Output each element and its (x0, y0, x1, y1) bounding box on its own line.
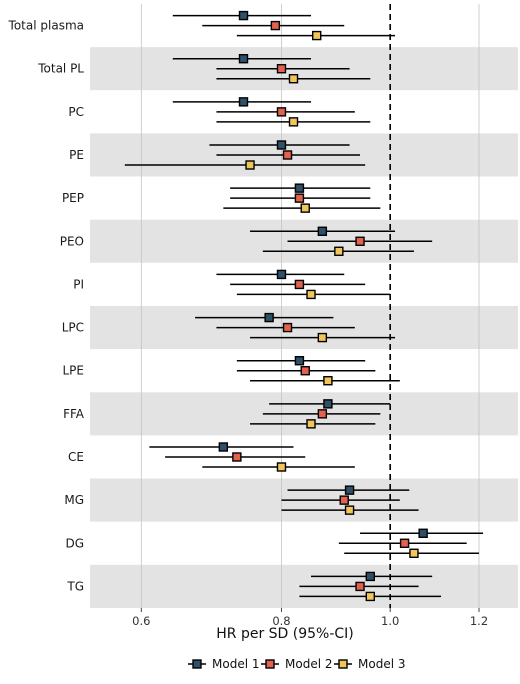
category-label: FFA (63, 407, 85, 421)
hr-point (365, 571, 375, 582)
row-bands (90, 4, 518, 608)
hr-point (282, 322, 293, 333)
hr-point (344, 485, 355, 495)
hr-point (317, 409, 328, 419)
hr-point (339, 495, 349, 505)
legend-key-swatch (265, 659, 275, 669)
hr-point (238, 10, 249, 21)
hr-point (306, 419, 316, 429)
hr-point (276, 140, 287, 150)
hr-point (270, 20, 281, 31)
category-label: PE (69, 148, 84, 162)
hr-point (294, 279, 305, 290)
hr-point (355, 581, 365, 592)
estimate-marks (124, 10, 484, 602)
category-label: DG (65, 536, 84, 550)
category-label: PC (68, 105, 84, 119)
vertical-gridlines (140, 4, 480, 608)
legend-label: Model 1 (212, 657, 259, 671)
hr-point (317, 226, 328, 236)
category-label: TG (66, 579, 84, 593)
category-label: MG (64, 493, 84, 507)
hr-point (300, 366, 310, 376)
hr-point (282, 150, 293, 160)
x-tick-label: 1.0 (381, 614, 399, 628)
hr-point (232, 452, 242, 462)
hr-point (276, 269, 287, 280)
x-axis-ticks: 0.6 0.8 1.0 1.2 (132, 608, 488, 628)
hr-point (264, 312, 274, 323)
hr-point (238, 54, 249, 64)
hr-point (312, 30, 322, 41)
hr-point (294, 193, 305, 203)
hr-point (238, 97, 249, 107)
x-tick-label: 0.8 (272, 614, 290, 628)
legend-label: Model 3 (358, 657, 405, 671)
hr-point (218, 442, 229, 452)
x-axis-title: HR per SD (95%-CI) (216, 626, 354, 642)
hr-point (306, 289, 316, 300)
legend-key-swatch (338, 659, 348, 669)
hr-point (418, 528, 428, 538)
hr-point (294, 183, 305, 193)
hr-point (323, 376, 333, 386)
x-tick-label: 1.2 (470, 614, 488, 628)
category-label: PI (73, 277, 84, 291)
hr-point (409, 548, 419, 558)
hr-point (276, 64, 287, 74)
hr-point (300, 203, 310, 213)
category-label: Total plasma (8, 19, 84, 33)
category-label: PEO (60, 234, 84, 248)
category-label: LPE (62, 364, 84, 378)
legend-key-swatch (192, 659, 202, 669)
legend-label: Model 2 (285, 657, 332, 671)
hr-point (323, 399, 333, 409)
hr-point (334, 246, 344, 256)
legend: Model 1 Model 2 Model 3 (188, 657, 405, 671)
x-tick-label: 0.6 (132, 614, 150, 628)
category-label: Total PL (37, 62, 84, 76)
hr-point (344, 505, 355, 515)
hr-point (276, 462, 287, 472)
hr-point (288, 117, 299, 127)
category-label: LPC (62, 321, 84, 335)
category-label: PEP (62, 191, 84, 205)
category-labels: Total plasma Total PL PC PE PEP PEO PI LPC LPE FF… (8, 19, 85, 594)
hr-point (288, 74, 299, 84)
hr-point (355, 236, 365, 246)
category-label: CE (68, 450, 84, 464)
hr-point (245, 160, 255, 170)
hr-point (294, 356, 305, 366)
hr-point (317, 332, 328, 343)
hr-point (365, 591, 375, 602)
hr-point (399, 538, 410, 548)
hr-point (276, 107, 287, 117)
